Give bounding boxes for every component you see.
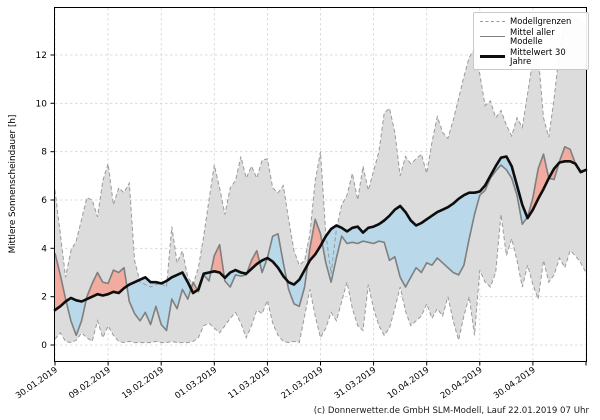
y-tick-label: 6 — [41, 196, 47, 206]
climate-mean-line — [53, 155, 588, 312]
black-line-sample-icon — [480, 55, 505, 59]
x-tick-label: 09.02.2019 — [67, 365, 113, 401]
below-normal-fill — [66, 297, 87, 336]
model-mean-line — [54, 146, 587, 337]
y-tick-label: 2 — [41, 293, 47, 303]
y-tick-label: 12 — [36, 51, 47, 61]
model-range-lower-line — [54, 214, 587, 344]
y-tick-label: 10 — [36, 99, 48, 109]
y-axis-title: Mittlere Sonnenscheindauer [h] — [8, 114, 18, 254]
above-normal-fill — [210, 244, 225, 278]
legend: Modellgrenzen Mittel aller Modelle Mitte… — [473, 12, 589, 71]
below-normal-fill — [197, 272, 211, 292]
legend-label: Mittelwert 30 Jahre — [510, 47, 566, 66]
x-tick-label: 10.04.2019 — [386, 365, 432, 401]
y-tick-label: 8 — [41, 148, 47, 158]
ticks — [50, 54, 587, 366]
above-normal-fill — [558, 146, 586, 173]
legend-item-model-range: Modellgrenzen — [480, 17, 582, 25]
legend-label: Modellgrenzen — [510, 16, 572, 26]
legend-item-climate-mean: Mittelwert 30 Jahre — [480, 48, 582, 65]
x-tick-label: 01.03.2019 — [173, 365, 219, 401]
gray-line-sample-icon — [480, 36, 505, 38]
dashed-line-sample-icon — [480, 20, 505, 22]
y-tick-label: 4 — [41, 244, 47, 254]
legend-label: Mittel aller Modelle — [510, 27, 555, 46]
x-tick-label: 11.03.2019 — [227, 365, 273, 401]
model-range-upper-line — [54, 15, 587, 288]
x-tick-label: 31.03.2019 — [333, 365, 379, 401]
x-tick-label: 30.04.2019 — [492, 365, 538, 401]
x-tick-label: 21.03.2019 — [280, 365, 326, 401]
above-normal-fill — [246, 250, 260, 274]
legend-item-model-mean: Mittel aller Modelle — [480, 28, 582, 45]
x-tick-label: 19.02.2019 — [120, 365, 166, 401]
x-tick-label: 30.01.2019 — [14, 365, 60, 401]
copyright-note: (c) Donnerwetter.de GmbH SLM-Modell, Lau… — [313, 406, 589, 416]
y-tick-label: 0 — [41, 341, 47, 351]
x-tick-label: 20.04.2019 — [439, 365, 485, 401]
